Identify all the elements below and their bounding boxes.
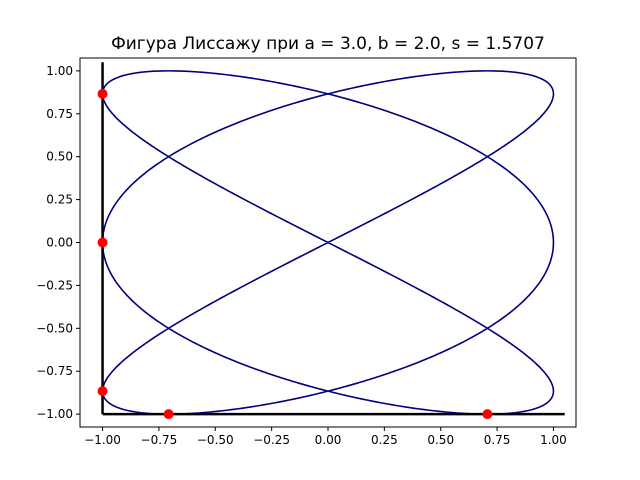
y-tick-label: −0.75 [36,364,73,378]
intersection-marker [97,237,108,248]
y-tick-label: 0.00 [46,236,73,250]
plot-area: −1.00 −0.75 −0.50 −0.25 0.00 0.25 0.50 0.75 1.00… [36,57,577,447]
x-tick-label: −0.75 [141,433,178,447]
intersection-marker [163,409,174,420]
x-tick-label: −1.00 [84,433,121,447]
x-tick-label: 0.00 [315,433,342,447]
y-tick-label: −0.50 [36,321,73,335]
chart-title: Фигура Лиссажу при a = 3.0, b = 2.0, s =… [111,34,545,54]
y-tick-label: −1.00 [36,407,73,421]
x-tick-label: −0.50 [197,433,234,447]
y-tick-label: −0.25 [36,278,73,292]
intersection-marker [482,409,493,420]
x-tick-label: 0.50 [427,433,454,447]
y-tick-label: 1.00 [46,64,73,78]
y-tick-label: 0.50 [46,150,73,164]
x-tick-label: −0.25 [253,433,290,447]
x-tick-label: 1.00 [540,433,567,447]
intersection-marker [97,386,108,397]
y-tick-label: 0.75 [46,107,73,121]
intersection-marker [97,88,108,99]
y-tick-label: 0.25 [46,193,73,207]
x-tick-label: 0.75 [484,433,511,447]
x-tick-label: 0.25 [371,433,398,447]
